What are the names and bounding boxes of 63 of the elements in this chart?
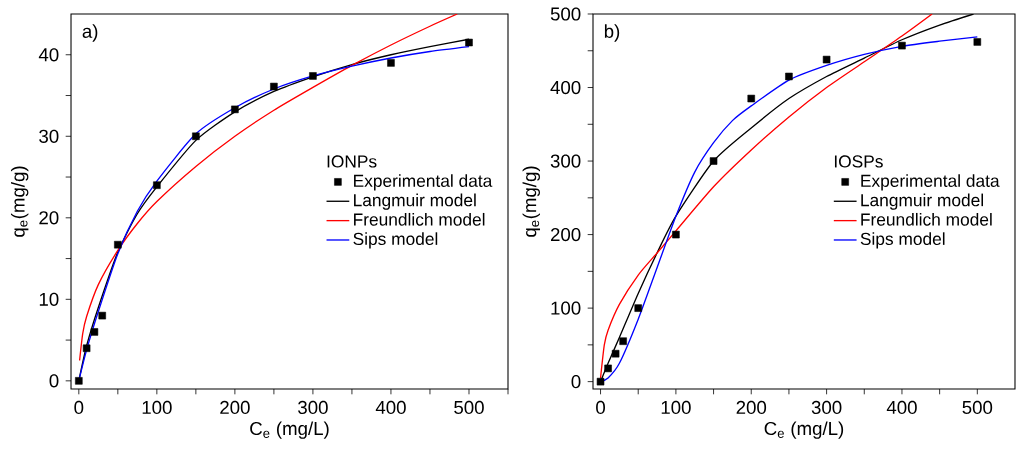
y-tick-label: 500 (550, 7, 581, 21)
x-axis-title: C$_{e}$ (mg/L) (764, 421, 844, 439)
x-tick-label: 300 (811, 400, 842, 415)
x-tick-label: 300 (298, 400, 328, 415)
point (270, 82, 278, 91)
point (192, 132, 200, 141)
legend-label: Experimental data (861, 174, 1000, 191)
x-tick-label: 200 (736, 400, 767, 415)
point (973, 38, 982, 46)
y-tick-label: 400 (550, 80, 581, 95)
y-axis-title: q$_{e}$(mg/g) (10, 166, 29, 237)
x-tick-label: 500 (962, 400, 993, 415)
legend-title: IOSPs (834, 155, 883, 168)
y-tick-label: 10 (39, 292, 59, 306)
y-tick-label: 30 (39, 129, 59, 143)
legend-label: Langmuir model (354, 193, 476, 210)
legend-label: Experimental data (354, 174, 493, 191)
y-tick-label: 0 (49, 374, 59, 388)
point (604, 364, 612, 373)
legend-label: Freundlich model (861, 212, 992, 226)
x-tick-label: 0 (596, 400, 606, 415)
y-tick-label: 20 (39, 211, 59, 225)
y-axis-title: q$_{e}$(mg/g) (522, 166, 540, 237)
x-tick-label: 200 (220, 400, 250, 415)
point (153, 181, 161, 189)
point (709, 157, 718, 165)
y-tick-label: 40 (38, 48, 59, 62)
point (672, 230, 680, 239)
x-tick-label: 400 (375, 400, 406, 415)
point (822, 55, 831, 64)
point (747, 94, 755, 103)
point (611, 349, 620, 358)
point (387, 59, 395, 67)
legend-label: Sips model (860, 232, 945, 249)
x-tick-label: 0 (74, 400, 84, 415)
point (634, 304, 642, 312)
x-tick-label: 100 (661, 400, 691, 415)
point (231, 105, 239, 114)
x-tick-label: 100 (142, 400, 172, 415)
annotation: a) (82, 24, 98, 42)
point (465, 38, 473, 47)
legend-title: IONPs (327, 155, 377, 168)
y-tick-label: 100 (551, 301, 581, 315)
y-tick-label: 200 (550, 227, 581, 242)
point (785, 72, 793, 81)
y-tick-label: 0 (571, 375, 581, 389)
point (98, 311, 106, 320)
x-axis-title: C$_{e}$ (mg/L) (250, 421, 329, 439)
legend-label: Sips model (353, 232, 438, 249)
annotation: b) (604, 24, 620, 42)
x-tick-label: 500 (454, 400, 484, 415)
point (619, 337, 627, 345)
point (75, 377, 83, 385)
point (596, 377, 605, 386)
point (114, 240, 122, 249)
x-tick-label: 400 (886, 400, 917, 415)
legend-label: Freundlich model (354, 212, 485, 226)
point (309, 72, 317, 80)
y-tick-label: 300 (550, 154, 581, 168)
point (90, 328, 99, 336)
point (898, 41, 906, 50)
point (82, 344, 91, 352)
legend-label: Langmuir model (861, 193, 983, 210)
